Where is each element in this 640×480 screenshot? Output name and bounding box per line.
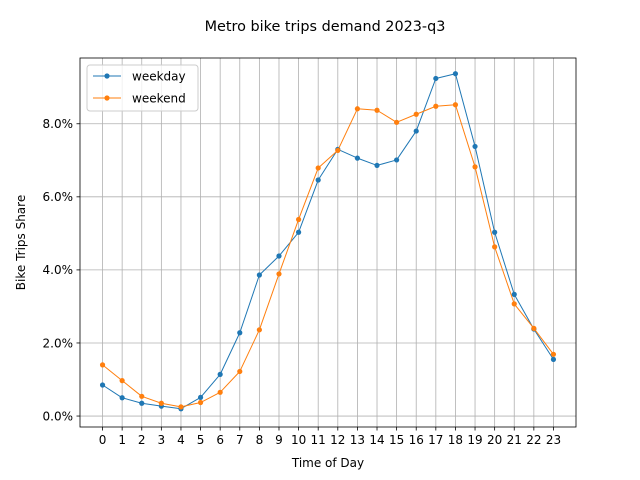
x-tick-label: 8 [256, 433, 264, 447]
y-tick-label: 0.0% [43, 409, 74, 423]
data-point-weekday [354, 155, 361, 161]
data-point-weekend [433, 103, 439, 109]
y-tick-label: 6.0% [43, 190, 74, 204]
data-point-weekday [99, 382, 106, 388]
data-point-weekday [237, 330, 243, 336]
data-point-weekday [315, 177, 321, 183]
chart-title: Metro bike trips demand 2023-q3 [205, 19, 446, 35]
data-point-weekday [550, 356, 557, 363]
data-point-weekend [99, 362, 106, 368]
y-tick-label: 2.0% [43, 336, 74, 350]
data-point-weekend [492, 244, 498, 250]
x-tick-label: 12 [330, 433, 345, 447]
x-tick-label: 0 [99, 433, 107, 447]
series-layer [99, 71, 557, 412]
x-tick-label: 1 [118, 433, 126, 447]
data-point-weekday [452, 71, 459, 77]
legend: weekday weekend [86, 64, 199, 112]
x-tick-label: 5 [197, 433, 205, 447]
x-tick-label: 11 [311, 433, 326, 447]
x-tick-label: 2 [138, 433, 146, 447]
data-point-weekday [119, 395, 125, 401]
x-tick-label: 15 [389, 433, 404, 447]
legend-marker-weekday [104, 73, 110, 79]
x-tick-label: 14 [369, 433, 384, 447]
data-point-weekday [256, 272, 262, 278]
data-point-weekend [256, 327, 262, 333]
data-point-weekday [217, 371, 223, 377]
y-axis-label: Bike Trips Share [14, 195, 28, 290]
series-line-weekend [102, 104, 554, 408]
data-point-weekend [217, 389, 223, 395]
x-tick-label: 13 [350, 433, 365, 447]
x-tick-label: 6 [216, 433, 224, 447]
data-point-weekend [276, 271, 282, 277]
x-tick-label: 17 [428, 433, 443, 447]
x-tick-label: 20 [487, 433, 502, 447]
x-tick-label: 19 [467, 433, 482, 447]
data-point-weekend [374, 107, 380, 113]
data-point-weekday [295, 229, 302, 235]
x-tick-label: 16 [409, 433, 424, 447]
data-point-weekday [197, 394, 204, 401]
data-point-weekend [197, 399, 204, 406]
legend-marker-weekend [104, 95, 110, 101]
x-tick-label: 21 [507, 433, 522, 447]
x-tick-label: 7 [236, 433, 244, 447]
x-tick-label: 9 [275, 433, 283, 447]
x-tick-label: 23 [546, 433, 561, 447]
data-point-weekday [492, 229, 498, 235]
legend-label-weekend: weekend [132, 92, 186, 106]
legend-label-weekday: weekday [132, 70, 186, 84]
data-point-weekend [394, 119, 400, 125]
x-axis-label: Time of Day [291, 456, 364, 470]
series-line-weekday [102, 73, 554, 410]
x-tick-label: 3 [158, 433, 166, 447]
plot-frame [79, 57, 577, 428]
data-point-weekend [413, 111, 419, 117]
data-point-weekend [452, 102, 459, 108]
data-point-weekday [276, 253, 282, 259]
data-point-weekday [413, 128, 419, 134]
data-point-weekend [139, 393, 145, 399]
data-point-weekday [394, 157, 400, 163]
data-point-weekday [433, 75, 439, 82]
data-point-weekend [237, 368, 243, 375]
x-tick-label: 10 [291, 433, 306, 447]
data-point-weekend [354, 106, 361, 112]
data-point-weekend [511, 301, 517, 307]
data-point-weekend [119, 378, 125, 384]
data-point-weekday [472, 143, 478, 150]
x-axis: 0 1 2 3 4 5 6 7 8 9 10 11 12 13 14 15 16 17 18 19 20 21 22 23 [99, 427, 561, 447]
x-tick-label: 4 [177, 433, 185, 447]
series-weekend [99, 102, 557, 410]
y-tick-label: 8.0% [43, 117, 74, 131]
x-tick-label: 18 [448, 433, 463, 447]
data-point-weekend [531, 325, 537, 331]
x-tick-label: 22 [526, 433, 541, 447]
data-point-weekend [178, 404, 184, 410]
data-point-weekday [511, 291, 517, 297]
data-point-weekday [374, 162, 380, 169]
data-point-weekday [139, 400, 145, 406]
y-tick-label: 4.0% [43, 263, 74, 277]
data-point-weekend [335, 147, 341, 154]
data-point-weekend [550, 351, 557, 357]
data-point-weekend [315, 165, 321, 171]
grid [80, 58, 576, 427]
y-axis: 0.0% 2.0% 4.0% 6.0% 8.0% [43, 117, 80, 423]
data-point-weekend [472, 164, 478, 170]
data-point-weekend [295, 216, 302, 223]
data-point-weekend [158, 400, 164, 406]
